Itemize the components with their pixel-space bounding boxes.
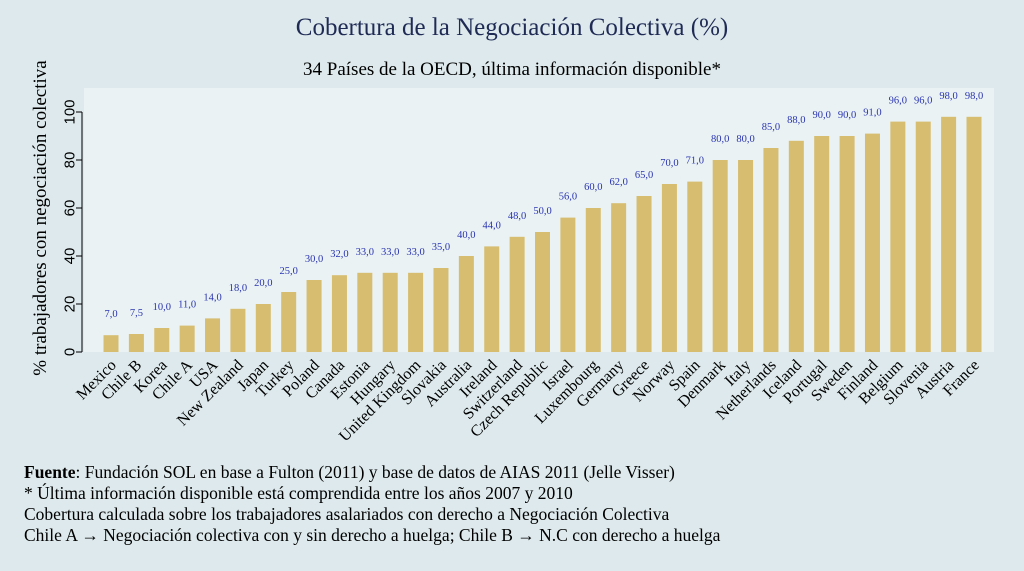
y-tick-label: 80: [61, 152, 78, 169]
bar: [408, 272, 424, 352]
data-label: 50,0: [533, 206, 551, 217]
data-label: 91,0: [863, 108, 881, 119]
note-line-4: Chile A → Negociación colectiva con y si…: [24, 525, 721, 545]
bar: [585, 208, 601, 352]
data-label: 25,0: [279, 266, 297, 277]
data-label: 98,0: [965, 91, 983, 102]
y-tick-label: 60: [61, 200, 78, 217]
bar: [661, 184, 677, 352]
bar: [941, 116, 957, 352]
bar: [636, 196, 652, 352]
data-label: 7,0: [104, 309, 117, 320]
bar: [357, 272, 373, 352]
y-tick-label: 20: [61, 296, 78, 313]
bar: [484, 246, 500, 352]
bar: [179, 325, 195, 352]
data-label: 88,0: [787, 115, 805, 126]
data-label: 33,0: [356, 247, 374, 258]
data-label: 70,0: [660, 158, 678, 169]
data-label: 7,5: [130, 308, 143, 319]
data-label: 85,0: [762, 122, 780, 133]
bar: [890, 121, 906, 352]
y-tick-label: 100: [61, 99, 78, 124]
data-label: 80,0: [711, 134, 729, 145]
data-label: 33,0: [381, 247, 399, 258]
bar: [306, 280, 322, 352]
bar: [687, 181, 703, 352]
y-tick-label: 40: [61, 248, 78, 265]
bar: [788, 140, 804, 352]
bar: [331, 275, 347, 352]
bar: [560, 217, 576, 352]
bars-group: [103, 116, 982, 352]
data-label: 80,0: [736, 134, 754, 145]
data-label: 90,0: [813, 110, 831, 121]
data-label: 32,0: [330, 249, 348, 260]
y-tick-label: 0: [61, 348, 78, 356]
bar: [915, 121, 931, 352]
bar: [382, 272, 398, 352]
data-label: 18,0: [229, 283, 247, 294]
bar: [154, 328, 170, 352]
bar: [535, 232, 550, 352]
data-label: 14,0: [203, 292, 221, 303]
bar: [839, 136, 855, 352]
note-line-2: * Última información disponible está com…: [24, 483, 573, 503]
chart-subtitle: 34 Países de la OECD, última información…: [303, 59, 721, 80]
data-label: 44,0: [483, 220, 501, 231]
y-axis-title: % trabajadores con negociación colectiva: [30, 60, 51, 376]
data-labels-group: 7,0 7,5 10,0 11,0 14,0 18,0 20,0 25,0 30,0 32,0 33…: [104, 91, 983, 320]
data-label: 33,0: [406, 247, 424, 258]
bar: [611, 203, 627, 352]
y-axis: 0 20 40 60 80 100: [61, 99, 83, 356]
bar: [864, 133, 880, 352]
data-label: 20,0: [254, 278, 272, 289]
note-line-3: Cobertura calculada sobre los trabajador…: [24, 504, 670, 524]
source-note: Fuente: Fundación SOL en base a Fulton (…: [24, 462, 720, 483]
data-label: 60,0: [584, 182, 602, 193]
data-label: 48,0: [508, 211, 526, 222]
data-label: 10,0: [153, 302, 171, 313]
bar-chart: 0 20 40 60 80 100 7,0 7,5 10,0 11,0 14,0 18,0 20,0 2…: [30, 60, 994, 445]
bar: [966, 116, 982, 352]
chart-title: Cobertura de la Negociación Colectiva (%…: [295, 14, 729, 41]
bar: [205, 318, 221, 352]
data-label: 96,0: [914, 96, 932, 107]
data-label: 71,0: [686, 156, 704, 167]
data-label: 56,0: [559, 192, 577, 203]
source-label: Fuente: [24, 462, 76, 482]
bar: [738, 160, 754, 352]
data-label: 11,0: [178, 300, 196, 311]
source-text: : Fundación SOL en base a Fulton (2011) …: [75, 462, 675, 482]
data-label: 35,0: [432, 242, 450, 253]
bar: [712, 160, 728, 352]
data-label: 90,0: [838, 110, 856, 121]
chart-notes: Fuente: Fundación SOL en base a Fulton (…: [24, 462, 720, 546]
data-label: 40,0: [457, 230, 475, 241]
bar: [763, 148, 779, 352]
data-label: 65,0: [635, 170, 653, 181]
bar: [814, 136, 830, 352]
data-label: 30,0: [305, 254, 323, 265]
data-label: 62,0: [609, 177, 627, 188]
bar: [458, 256, 474, 352]
data-label: 96,0: [889, 96, 907, 107]
bar: [103, 335, 119, 352]
bar: [433, 268, 449, 352]
bar: [509, 236, 525, 352]
bar: [230, 308, 246, 352]
bar: [255, 304, 271, 352]
bar: [128, 334, 144, 352]
bar: [281, 292, 297, 352]
data-label: 98,0: [939, 91, 957, 102]
